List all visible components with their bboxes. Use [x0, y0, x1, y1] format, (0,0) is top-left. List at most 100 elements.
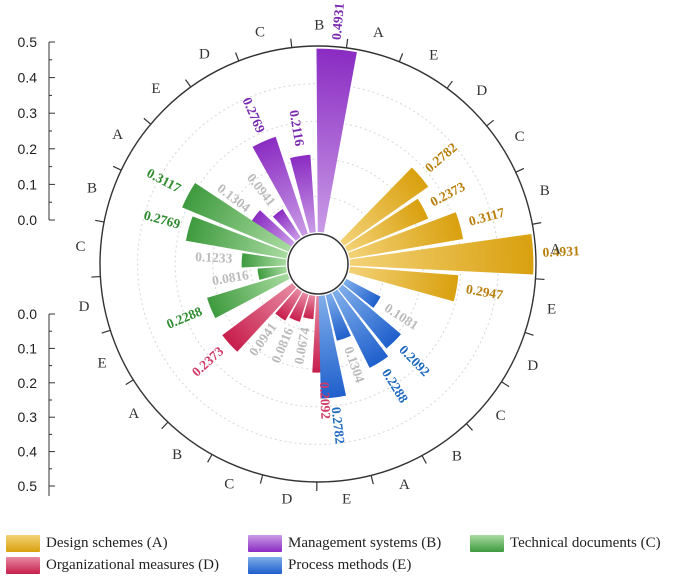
value-label-C-B: 0.2769: [142, 207, 182, 231]
outer-sector-label: C: [224, 476, 234, 492]
upper-axis-tick-label: 0.1: [18, 176, 38, 192]
bar-E-C: [332, 289, 389, 368]
outer-tick: [234, 52, 240, 62]
outer-sector-label: E: [98, 356, 107, 372]
value-label-A-A: 0.2947: [465, 281, 504, 302]
value-label-E-D: 0.2092: [396, 342, 433, 379]
outer-sector-label: B: [172, 447, 182, 463]
value-label-C-D: 0.0816: [211, 267, 250, 288]
bar-C-E: [207, 273, 290, 319]
legend-label-organizational-measures: Organizational measures (D): [46, 557, 219, 573]
bar-A-B: [349, 234, 534, 275]
outer-tick: [515, 167, 525, 173]
lower-axis-tick-label: 0.2: [18, 375, 38, 391]
outer-sector-label: A: [128, 406, 139, 422]
outer-tick: [398, 53, 404, 62]
outer-sector-label: A: [112, 127, 123, 143]
value-label-D-A: 0.2373: [189, 343, 227, 379]
bar-E-E: [343, 278, 381, 308]
outer-sector-label: D: [282, 491, 293, 507]
outer-tick: [421, 455, 427, 464]
outer-tick: [535, 278, 545, 281]
legend-label-design-schemes: Design schemes (A): [46, 535, 168, 551]
legend-swatch-organizational-measures: [6, 557, 40, 574]
outer-tick: [207, 454, 213, 463]
value-label-D-D: 0.0674: [291, 326, 312, 365]
outer-tick: [524, 331, 534, 336]
lower-axis-tick-label: 0.1: [18, 340, 38, 356]
bar-D-C: [289, 292, 309, 322]
outer-tick: [185, 79, 192, 88]
outer-tick: [290, 38, 293, 48]
legend-item-design-schemes: Design schemes (A): [6, 535, 168, 552]
legend-label-management-systems: Management systems (B): [288, 535, 442, 551]
value-label-E-C: 0.2288: [379, 366, 411, 406]
legend-swatch-management-systems: [248, 535, 282, 552]
bars-layer: [182, 48, 534, 399]
upper-radial-axis: 0.0 0.1 0.2 0.3 0.4 0.5: [18, 34, 55, 228]
outer-sector-label: B: [314, 17, 324, 33]
value-label-D-E: 0.2092: [317, 382, 334, 420]
value-label-C-E: 0.2288: [164, 303, 204, 331]
outer-tick: [370, 475, 374, 485]
bar-C-B: [185, 216, 289, 259]
outer-sector-label: D: [476, 83, 487, 99]
bar-C-A: [182, 182, 292, 252]
outer-sector-label: D: [527, 358, 538, 374]
outer-tick: [486, 119, 495, 127]
legend: Design schemes (A) Management systems (B…: [0, 529, 685, 577]
outer-tick: [501, 381, 510, 388]
legend-swatch-technical-documents: [470, 535, 504, 552]
hub-circle: [287, 233, 349, 295]
bar-B-B: [290, 154, 316, 234]
legend-item-technical-documents: Technical documents (C): [470, 535, 661, 552]
outer-sector-label: B: [452, 449, 462, 465]
legend-label-process-methods: Process methods (E): [288, 557, 412, 573]
outer-tick: [446, 80, 453, 89]
outer-sector-label: E: [342, 492, 351, 508]
legend-swatch-design-schemes: [6, 535, 40, 552]
legend-item-management-systems: Management systems (B): [248, 535, 441, 552]
bar-B-A: [316, 48, 357, 233]
outer-sector-label: A: [550, 242, 561, 258]
legend-swatch-process-methods: [248, 557, 282, 574]
value-label-A-B: 0.4931: [542, 243, 580, 260]
outer-sector-label: C: [255, 25, 265, 41]
lower-axis-tick-label: 0.0: [18, 306, 38, 322]
outer-tick: [101, 329, 111, 334]
legend-item-organizational-measures: Organizational measures (D): [6, 557, 219, 574]
value-label-C-C: 0.1233: [195, 249, 233, 266]
outer-tick: [91, 275, 101, 278]
bar-A-C: [347, 212, 464, 259]
bar-D-D: [303, 294, 316, 320]
outer-ring: A E D C B A E D C B A E D C B A E D C B A E D C B: [76, 17, 562, 507]
outer-tick: [465, 423, 473, 431]
legend-label-technical-documents: Technical documents (C): [510, 535, 661, 551]
upper-axis-tick-label: 0.2: [18, 141, 38, 157]
bar-D-B: [275, 288, 302, 321]
outer-tick: [125, 379, 134, 386]
lower-axis-tick-label: 0.3: [18, 409, 38, 425]
outer-sector-label: E: [429, 47, 438, 63]
outer-sector-label: A: [399, 477, 410, 493]
bar-E-A: [318, 295, 346, 399]
bar-A-E: [340, 167, 429, 246]
outer-sector-label: C: [76, 239, 86, 255]
lower-axis-tick-label: 0.5: [18, 478, 38, 494]
outer-tick: [95, 219, 105, 223]
bar-E-D: [338, 284, 401, 349]
outer-sector-label: D: [79, 299, 90, 315]
value-label-A-E: 0.2782: [422, 140, 460, 176]
bar-A-A: [348, 266, 459, 302]
upper-axis-tick-label: 0.5: [18, 34, 38, 50]
upper-axis-tick-label: 0.0: [18, 212, 38, 228]
bar-B-E: [250, 210, 295, 248]
upper-axis-tick-label: 0.4: [18, 70, 38, 86]
lower-axis-tick-label: 0.4: [18, 444, 38, 460]
outer-sector-label: B: [540, 183, 550, 199]
outer-tick: [112, 165, 122, 171]
outer-sector-label: A: [373, 25, 384, 41]
bar-D-A: [222, 283, 297, 352]
outer-tick: [532, 222, 542, 225]
bar-B-D: [272, 209, 301, 241]
